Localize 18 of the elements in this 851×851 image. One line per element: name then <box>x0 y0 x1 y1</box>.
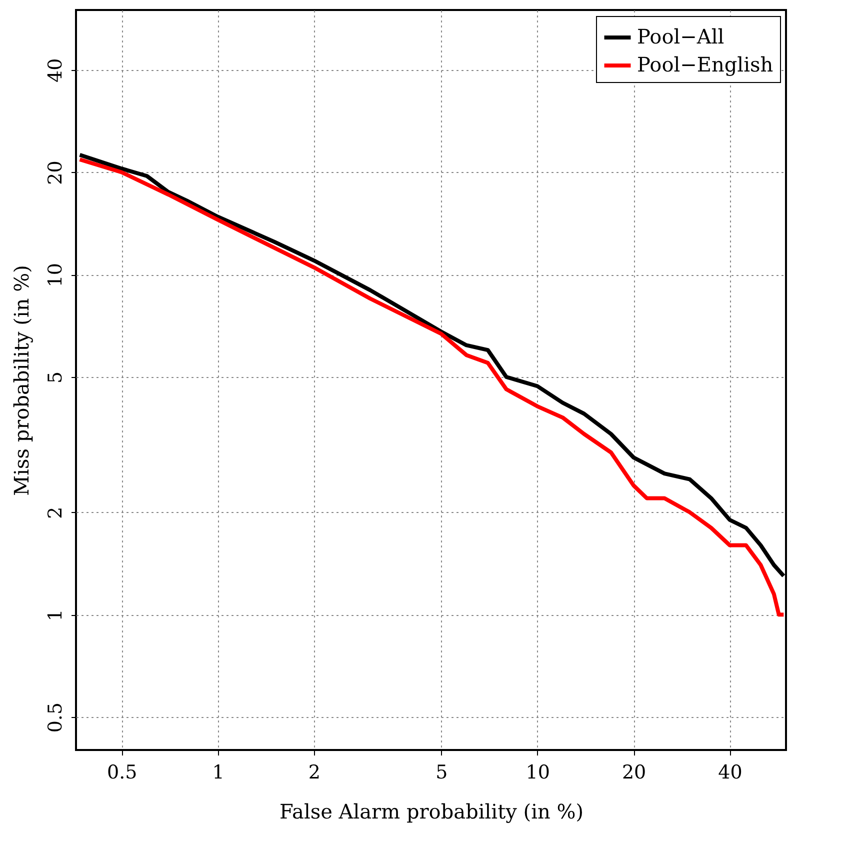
legend-label: Pool−English <box>637 52 774 76</box>
x-tick-label: 5 <box>436 762 448 784</box>
y-tick-label: 20 <box>44 160 66 185</box>
y-axis-title: Miss probability (in %) <box>10 265 34 496</box>
x-tick-label: 40 <box>718 762 742 784</box>
y-tick-label: 40 <box>44 58 66 82</box>
y-tick-label: 0.5 <box>44 702 66 733</box>
legend-label: Pool−All <box>637 24 724 48</box>
x-axis-title: False Alarm probability (in %) <box>279 800 584 824</box>
x-tick-label: 2 <box>308 762 321 784</box>
y-tick-label: 2 <box>44 506 66 519</box>
y-tick-label: 10 <box>44 263 66 288</box>
x-tick-label: 10 <box>526 762 550 784</box>
y-tick-label: 5 <box>44 371 66 384</box>
x-tick-label: 0.5 <box>106 762 138 784</box>
x-tick-label: 20 <box>622 762 646 784</box>
x-tick-label: 1 <box>212 762 224 784</box>
y-tick-label: 1 <box>44 609 66 622</box>
